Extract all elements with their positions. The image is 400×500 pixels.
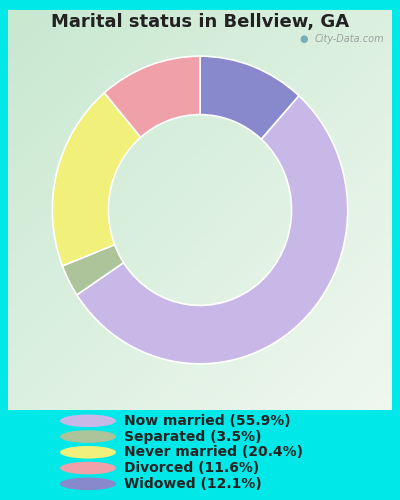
Circle shape [60,446,116,458]
Text: ●: ● [300,34,308,44]
Wedge shape [200,56,299,139]
Circle shape [60,462,116,474]
Circle shape [60,478,116,490]
Wedge shape [52,92,141,266]
Wedge shape [104,56,200,138]
Text: Now married (55.9%): Now married (55.9%) [124,414,291,428]
Circle shape [60,414,116,427]
Wedge shape [77,96,348,364]
Circle shape [60,430,116,443]
Text: Marital status in Bellview, GA: Marital status in Bellview, GA [51,12,349,30]
Text: Divorced (11.6%): Divorced (11.6%) [124,461,259,475]
Text: Never married (20.4%): Never married (20.4%) [124,446,303,460]
Wedge shape [62,244,124,295]
Text: Widowed (12.1%): Widowed (12.1%) [124,477,262,491]
Text: City-Data.com: City-Data.com [315,34,384,44]
Text: Separated (3.5%): Separated (3.5%) [124,430,262,444]
